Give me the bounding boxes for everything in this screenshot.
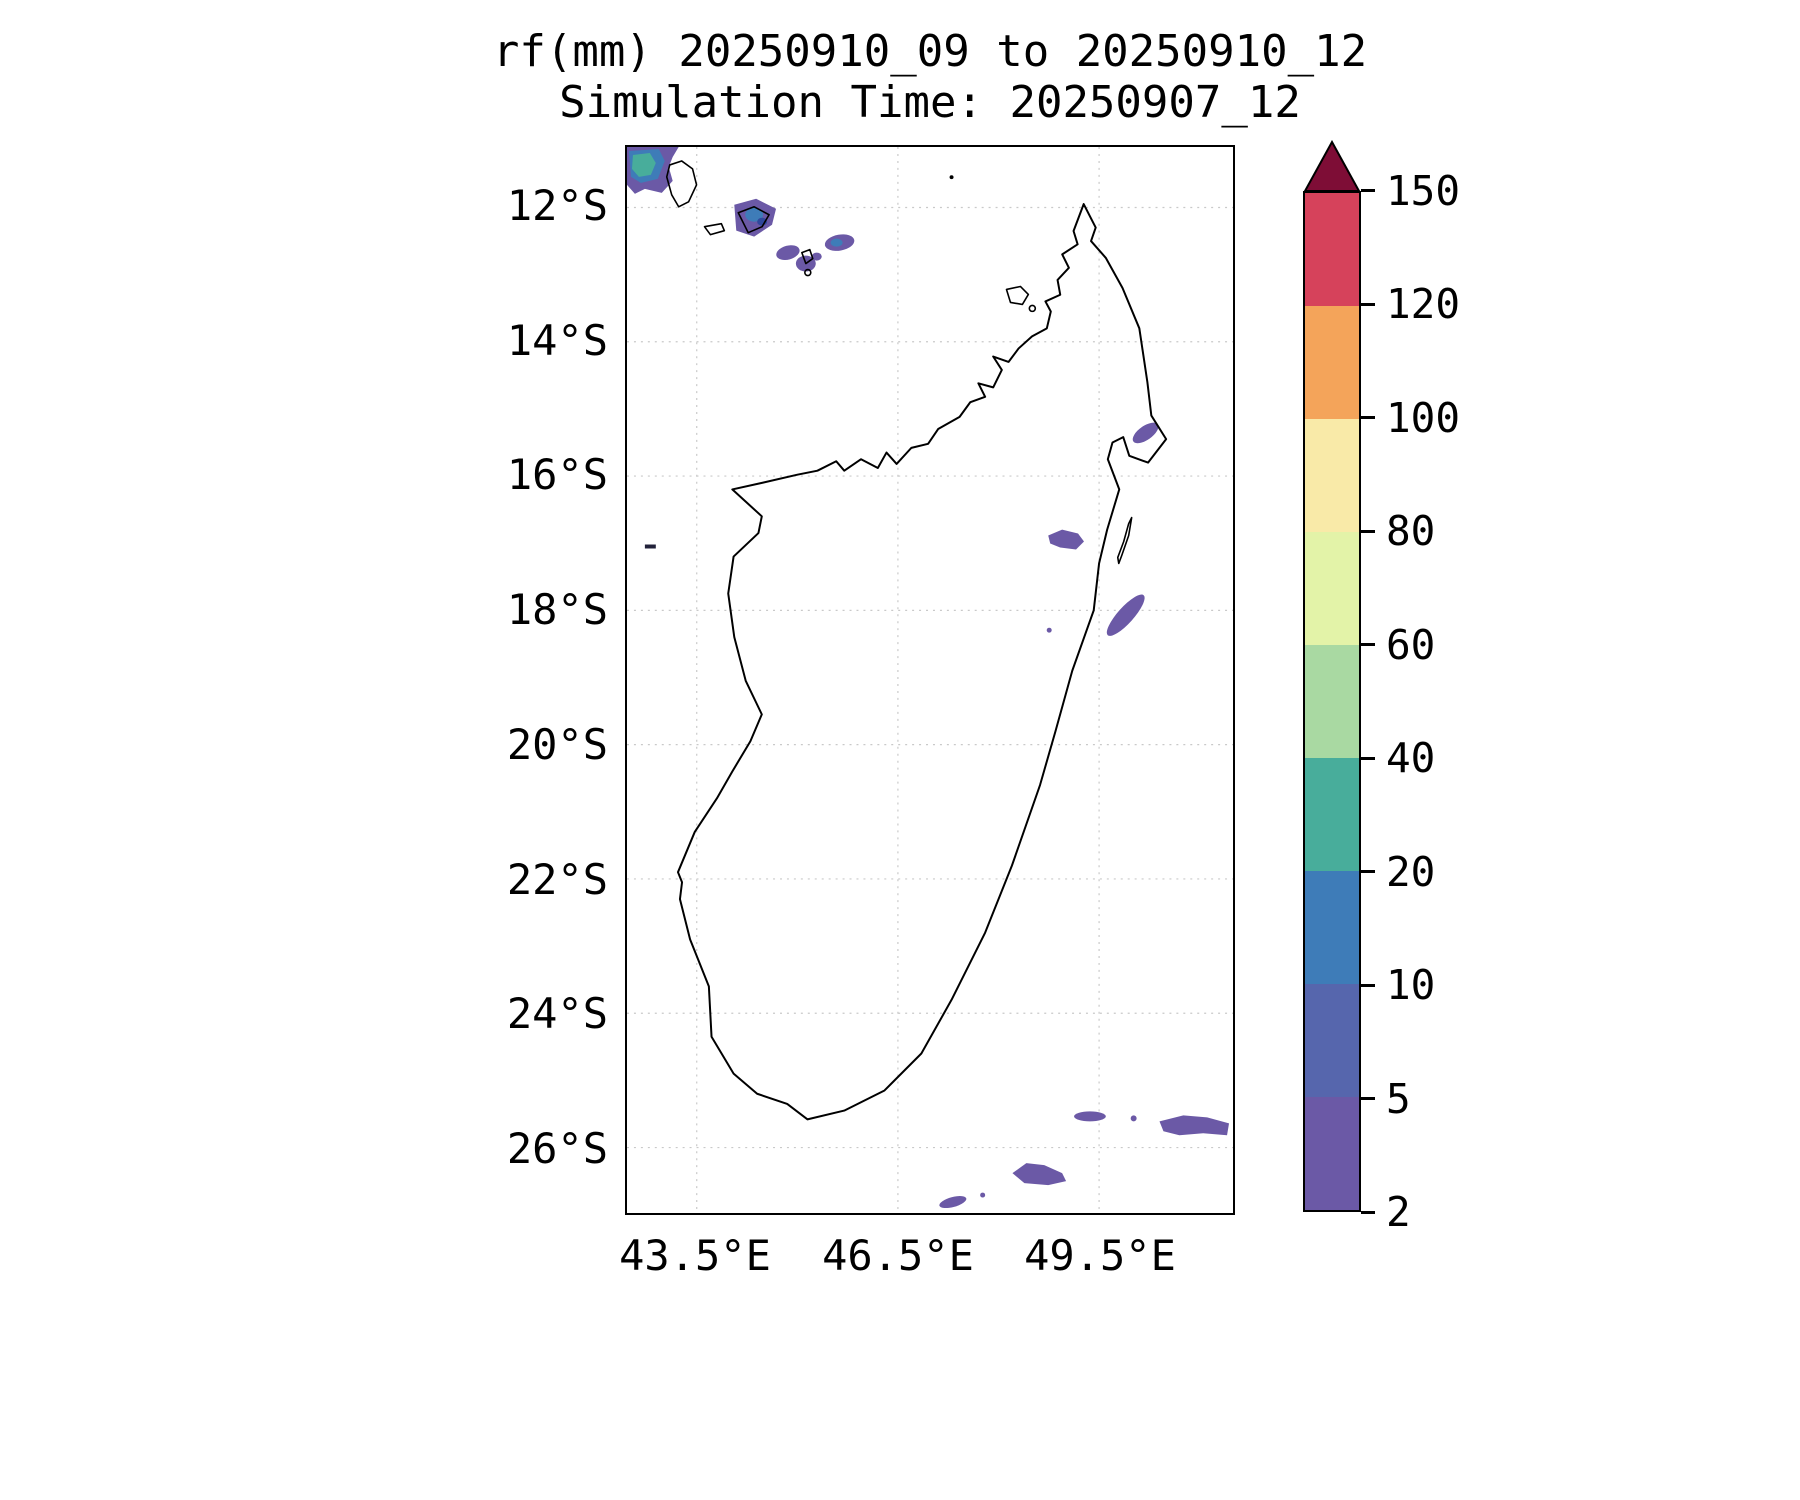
- grid-lines: [627, 147, 1233, 1213]
- lat-tick-label-14s: 14°S: [506, 316, 608, 365]
- colorbar-tick-mark: [1361, 189, 1375, 193]
- colorbar-tick-label: 10: [1386, 961, 1436, 1010]
- colorbar-over-arrow: [1303, 139, 1361, 192]
- glorioso-islet: [949, 175, 954, 180]
- colorbar-segment-60-to-80: [1305, 532, 1359, 645]
- lat-tick-label-18s: 18°S: [506, 585, 608, 634]
- colorbar-segment-10-to-20: [1305, 871, 1359, 984]
- colorbar-segment-40-to-60: [1305, 645, 1359, 758]
- plot-title: rf(mm) 20250910_09 to 20250910_12 Simula…: [230, 26, 1630, 128]
- sainte-marie-island: [1116, 516, 1133, 565]
- juan-de-nova-islet: [644, 544, 656, 549]
- colorbar-tick-label: 120: [1386, 280, 1461, 329]
- plot-title-line2: Simulation Time: 20250907_12: [559, 77, 1301, 129]
- colorbar-tick-mark: [1361, 1097, 1375, 1101]
- colorbar-segments: [1303, 191, 1361, 1212]
- lat-tick-label-24s: 24°S: [506, 989, 608, 1038]
- colorbar-tick-label: 100: [1386, 393, 1461, 442]
- nosy-be-island: [1005, 285, 1030, 306]
- map-svg: [627, 147, 1233, 1213]
- madagascar-coastline: [676, 203, 1168, 1121]
- colorbar-segment-2-to-5: [1305, 1097, 1359, 1210]
- colorbar-tick-mark: [1361, 302, 1375, 306]
- lat-tick-label-26s: 26°S: [506, 1124, 608, 1173]
- colorbar-tick-label: 80: [1386, 507, 1436, 556]
- lon-tick-label-49-5e: 49.5°E: [1024, 1231, 1176, 1280]
- colorbar-tick-mark: [1361, 870, 1375, 874]
- map-plot-area: [625, 145, 1235, 1215]
- colorbar-segment-120-to-150: [1305, 193, 1359, 306]
- colorbar-segment-5-to-10: [1305, 984, 1359, 1097]
- plot-title-line1: rf(mm) 20250910_09 to 20250910_12: [492, 26, 1368, 77]
- lat-tick-label-16s: 16°S: [506, 450, 608, 499]
- colorbar-tick-mark: [1361, 756, 1375, 760]
- colorbar-tick-label: 60: [1386, 620, 1436, 669]
- lon-tick-label-46-5e: 46.5°E: [822, 1231, 974, 1280]
- lat-tick-label-20s: 20°S: [506, 720, 608, 769]
- colorbar-tick-label: 20: [1386, 847, 1436, 896]
- colorbar-tick-mark: [1361, 983, 1375, 987]
- colorbar-segment-20-to-40: [1305, 758, 1359, 871]
- colorbar-tick-mark: [1361, 529, 1375, 533]
- colorbar-tick-label: 40: [1386, 734, 1436, 783]
- colorbar-segment-100-to-120: [1305, 306, 1359, 419]
- colorbar-tick-mark: [1361, 1210, 1375, 1214]
- colorbar-segment-80-to-100: [1305, 419, 1359, 532]
- lon-tick-label-43-5e: 43.5°E: [619, 1231, 771, 1280]
- colorbar-tick-label: 5: [1386, 1074, 1411, 1123]
- colorbar-tick-label: 150: [1386, 166, 1461, 215]
- colorbar-tick-mark: [1361, 416, 1375, 420]
- lat-tick-label-12s: 12°S: [506, 181, 608, 230]
- colorbar-tick-label: 2: [1386, 1188, 1411, 1236]
- comoros-islands: [644, 160, 1133, 565]
- lat-tick-label-22s: 22°S: [506, 855, 608, 904]
- colorbar-tick-mark: [1361, 643, 1375, 647]
- rain-shading: [627, 147, 1230, 1209]
